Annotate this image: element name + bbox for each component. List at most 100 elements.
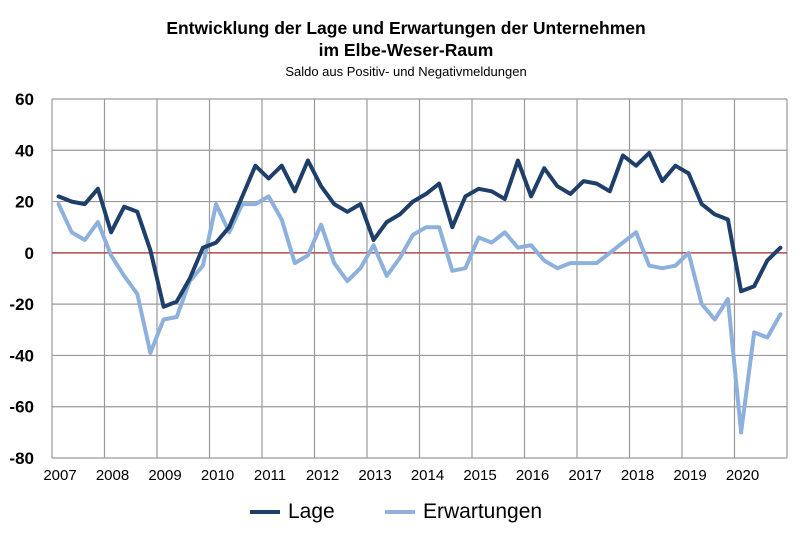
data-point-lage [358,202,362,206]
x-tick-label: 2015 [463,467,496,484]
data-point-lage [135,210,139,214]
data-point-erwartungen [122,274,126,278]
data-point-erwartungen [240,202,244,206]
data-point-lage [109,230,113,234]
x-tick-label: 2007 [43,467,76,484]
data-point-lage [267,176,271,180]
legend-item-erwartungen: Erwartungen [385,500,542,524]
y-tick-label: -40 [9,346,34,365]
data-point-lage [752,284,756,288]
data-point-lage [306,159,310,163]
data-point-erwartungen [70,230,74,234]
data-point-erwartungen [227,230,231,234]
x-tick-label: 2014 [411,467,444,484]
x-tick-label: 2012 [306,467,339,484]
data-point-lage [739,289,743,293]
data-point-lage [555,184,559,188]
data-point-lage [778,246,782,250]
x-tick-label: 2020 [726,467,759,484]
series-line-lage [56,150,783,309]
data-point-erwartungen [752,330,756,334]
y-tick-label: 0 [25,244,34,263]
data-point-lage [437,182,441,186]
data-point-erwartungen [687,251,691,255]
data-point-erwartungen [135,292,139,296]
data-point-erwartungen [201,264,205,268]
data-point-lage [175,300,179,304]
legend-swatch-erwartungen [385,510,415,514]
legend-label-lage: Lage [288,500,335,523]
legend-label-erwartungen: Erwartungen [423,500,543,523]
data-point-lage [568,192,572,196]
data-point-lage [83,202,87,206]
series-line-erwartungen [56,194,783,435]
data-point-lage [253,164,257,168]
data-point-erwartungen [713,318,717,322]
data-point-erwartungen [109,253,113,257]
data-point-lage [280,164,284,168]
data-point-erwartungen [503,230,507,234]
data-point-lage [595,182,599,186]
data-point-erwartungen [778,312,782,316]
data-point-erwartungen [424,225,428,229]
data-point-erwartungen [57,202,61,206]
data-point-erwartungen [437,225,441,229]
data-point-lage [477,187,481,191]
x-tick-label: 2008 [96,467,129,484]
data-point-lage [660,179,664,183]
y-tick-label: 20 [15,193,34,212]
data-point-erwartungen [739,430,743,434]
data-point-erwartungen [332,261,336,265]
data-point-lage [713,212,717,216]
x-tick-label: 2011 [254,467,286,484]
data-point-erwartungen [673,264,677,268]
data-point-lage [148,248,152,252]
x-tick-label: 2009 [148,467,181,484]
data-point-erwartungen [516,246,520,250]
x-tick-label: 2018 [621,467,654,484]
data-point-erwartungen [162,318,166,322]
data-point-erwartungen [345,279,349,283]
data-point-erwartungen [542,259,546,263]
data-point-lage [332,202,336,206]
x-tick-label: 2019 [673,467,706,484]
data-point-lage [319,184,323,188]
data-point-lage [398,212,402,216]
data-point-erwartungen [293,261,297,265]
data-point-erwartungen [634,230,638,234]
data-point-erwartungen [411,233,415,237]
legend: Lage Erwartungen [0,500,812,530]
data-point-erwartungen [385,274,389,278]
data-point-erwartungen [608,251,612,255]
data-point-lage [385,220,389,224]
data-point-lage [647,151,651,155]
data-point-lage [673,164,677,168]
data-point-erwartungen [372,243,376,247]
data-point-lage [214,241,218,245]
data-point-lage [503,197,507,201]
x-tick-label: 2010 [201,467,234,484]
data-point-erwartungen [83,238,87,242]
y-tick-label: -80 [9,449,34,468]
data-point-lage [765,259,769,263]
data-point-lage [372,238,376,242]
data-point-erwartungen [582,261,586,265]
data-point-lage [687,171,691,175]
data-point-lage [188,277,192,280]
data-point-lage [542,166,546,170]
data-point-lage [634,164,638,168]
data-point-lage [70,200,74,204]
data-point-lage [57,194,61,198]
x-tick-label: 2017 [568,467,601,484]
data-point-lage [240,194,244,198]
data-point-lage [293,189,297,193]
data-point-erwartungen [477,235,481,239]
data-point-lage [490,189,494,193]
data-point-lage [608,189,612,193]
data-point-erwartungen [463,266,467,270]
data-point-lage [621,153,625,157]
data-point-erwartungen [280,218,284,222]
data-point-erwartungen [214,202,218,206]
data-point-erwartungen [568,261,572,265]
